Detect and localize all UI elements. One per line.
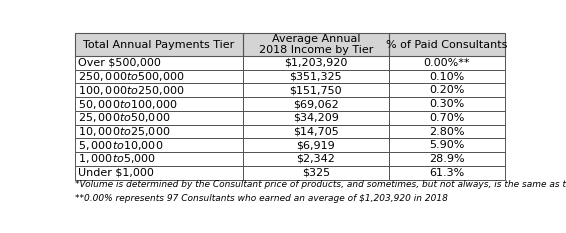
Text: 0.10%: 0.10% — [430, 72, 465, 82]
Text: $14,705: $14,705 — [293, 127, 338, 137]
Text: Average Annual
2018 Income by Tier: Average Annual 2018 Income by Tier — [259, 34, 373, 55]
Text: $10,000 to $25,000: $10,000 to $25,000 — [78, 125, 170, 138]
Text: Under $1,000: Under $1,000 — [78, 168, 153, 178]
Bar — [243, 83, 389, 97]
Bar — [75, 125, 243, 138]
Bar — [389, 33, 505, 56]
Bar — [243, 166, 389, 180]
Bar — [75, 111, 243, 125]
Text: Over $500,000: Over $500,000 — [78, 58, 161, 68]
Bar — [389, 56, 505, 70]
Text: **0.00% represents 97 Consultants who earned an average of $1,203,920 in 2018: **0.00% represents 97 Consultants who ea… — [75, 194, 448, 203]
Bar — [243, 152, 389, 166]
Text: $50,000 to $100,000: $50,000 to $100,000 — [78, 98, 177, 110]
Bar — [243, 33, 389, 56]
Bar — [75, 111, 243, 125]
Bar — [243, 125, 389, 138]
Text: $34,209: $34,209 — [293, 113, 339, 123]
Text: $351,325: $351,325 — [290, 72, 342, 82]
Text: *Volume is determined by the Consultant price of products, and sometimes, but no: *Volume is determined by the Consultant … — [75, 180, 566, 189]
Text: 2.80%: 2.80% — [429, 127, 465, 137]
Text: $100,000 to $250,000: $100,000 to $250,000 — [78, 84, 185, 97]
Text: $1,000 to $5,000: $1,000 to $5,000 — [78, 152, 156, 165]
Bar — [389, 166, 505, 180]
Bar — [75, 152, 243, 166]
Bar — [389, 83, 505, 97]
Bar — [75, 152, 243, 166]
Bar — [389, 111, 505, 125]
Bar — [75, 138, 243, 152]
Bar — [243, 111, 389, 125]
Text: % of Paid Consultants: % of Paid Consultants — [386, 40, 508, 50]
Bar — [389, 70, 505, 83]
Bar — [75, 33, 243, 56]
Text: $250,000 to $500,000: $250,000 to $500,000 — [78, 70, 185, 83]
Bar — [75, 125, 243, 138]
Bar — [243, 56, 389, 70]
Bar — [75, 70, 243, 83]
Bar — [389, 125, 505, 138]
Bar — [75, 97, 243, 111]
Bar — [389, 97, 505, 111]
Bar — [243, 97, 389, 111]
Bar — [389, 70, 505, 83]
Bar — [389, 166, 505, 180]
Bar — [75, 83, 243, 97]
Bar — [389, 97, 505, 111]
Bar — [389, 152, 505, 166]
Text: 61.3%: 61.3% — [430, 168, 465, 178]
Text: 28.9%: 28.9% — [429, 154, 465, 164]
Bar — [243, 97, 389, 111]
Bar — [243, 125, 389, 138]
Text: 0.00%**: 0.00%** — [424, 58, 470, 68]
Bar — [243, 111, 389, 125]
Bar — [389, 125, 505, 138]
Bar — [389, 56, 505, 70]
Bar — [389, 138, 505, 152]
Text: $1,203,920: $1,203,920 — [284, 58, 348, 68]
Bar — [75, 138, 243, 152]
Text: $5,000 to $10,000: $5,000 to $10,000 — [78, 139, 163, 152]
Text: $151,750: $151,750 — [290, 85, 342, 95]
Text: Total Annual Payments Tier: Total Annual Payments Tier — [83, 40, 234, 50]
Bar — [243, 152, 389, 166]
Bar — [243, 138, 389, 152]
Bar — [75, 33, 243, 56]
Bar — [75, 166, 243, 180]
Bar — [389, 83, 505, 97]
Bar — [243, 83, 389, 97]
Text: $69,062: $69,062 — [293, 99, 338, 109]
Text: $25,000 to $50,000: $25,000 to $50,000 — [78, 111, 170, 124]
Text: 5.90%: 5.90% — [429, 140, 465, 150]
Bar — [243, 70, 389, 83]
Text: 0.20%: 0.20% — [429, 85, 465, 95]
Bar — [75, 97, 243, 111]
Text: $6,919: $6,919 — [297, 140, 335, 150]
Bar — [243, 33, 389, 56]
Bar — [75, 70, 243, 83]
Bar — [389, 152, 505, 166]
Bar — [389, 111, 505, 125]
Bar — [389, 138, 505, 152]
Text: $325: $325 — [302, 168, 330, 178]
Bar — [243, 138, 389, 152]
Bar — [75, 56, 243, 70]
Text: $2,342: $2,342 — [297, 154, 335, 164]
Bar — [243, 56, 389, 70]
Text: 0.70%: 0.70% — [429, 113, 465, 123]
Bar — [243, 166, 389, 180]
Bar — [243, 70, 389, 83]
Bar — [75, 56, 243, 70]
Bar — [75, 166, 243, 180]
Bar — [389, 33, 505, 56]
Text: 0.30%: 0.30% — [430, 99, 465, 109]
Bar — [75, 83, 243, 97]
